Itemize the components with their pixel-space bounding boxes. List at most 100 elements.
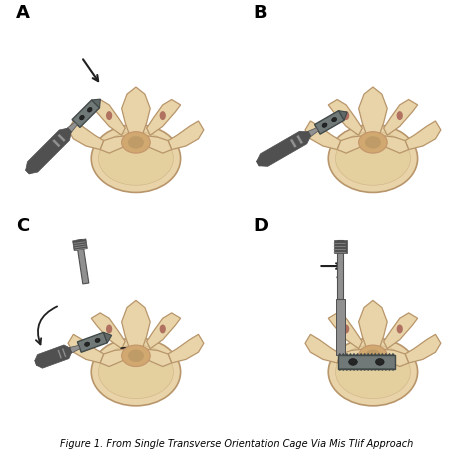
Polygon shape <box>363 369 366 371</box>
Polygon shape <box>334 252 346 253</box>
Polygon shape <box>334 243 346 244</box>
Polygon shape <box>334 246 346 247</box>
Polygon shape <box>405 121 441 149</box>
Ellipse shape <box>122 345 150 366</box>
Polygon shape <box>336 299 345 355</box>
Polygon shape <box>378 135 409 153</box>
Ellipse shape <box>160 325 166 333</box>
Ellipse shape <box>160 111 166 120</box>
Polygon shape <box>141 349 172 366</box>
Polygon shape <box>146 313 181 349</box>
Ellipse shape <box>336 345 410 399</box>
Ellipse shape <box>99 132 173 185</box>
Polygon shape <box>256 132 310 166</box>
Polygon shape <box>352 353 356 355</box>
Polygon shape <box>334 249 346 250</box>
Polygon shape <box>305 334 341 363</box>
Polygon shape <box>377 369 381 371</box>
Ellipse shape <box>322 123 327 128</box>
Polygon shape <box>60 131 69 140</box>
Ellipse shape <box>99 345 173 399</box>
Polygon shape <box>77 332 107 352</box>
Polygon shape <box>73 241 86 244</box>
Polygon shape <box>64 347 69 356</box>
Polygon shape <box>345 353 349 355</box>
Polygon shape <box>377 353 381 355</box>
Ellipse shape <box>397 111 403 120</box>
Polygon shape <box>388 369 391 371</box>
Polygon shape <box>337 135 367 153</box>
Polygon shape <box>49 142 58 150</box>
Polygon shape <box>374 369 377 371</box>
Polygon shape <box>338 353 342 355</box>
Polygon shape <box>122 87 150 135</box>
Ellipse shape <box>91 124 181 192</box>
Ellipse shape <box>336 132 410 185</box>
Polygon shape <box>349 369 352 371</box>
Ellipse shape <box>368 324 377 338</box>
Polygon shape <box>141 135 172 153</box>
Polygon shape <box>370 353 374 355</box>
Ellipse shape <box>368 110 377 124</box>
Polygon shape <box>381 353 384 355</box>
Polygon shape <box>356 369 359 371</box>
Polygon shape <box>55 350 60 360</box>
Polygon shape <box>342 353 345 355</box>
Ellipse shape <box>131 110 140 124</box>
Polygon shape <box>337 355 395 369</box>
Ellipse shape <box>359 345 387 366</box>
Ellipse shape <box>349 359 357 365</box>
Ellipse shape <box>84 342 90 346</box>
Polygon shape <box>328 99 362 135</box>
Polygon shape <box>359 353 363 355</box>
Polygon shape <box>74 246 86 248</box>
Ellipse shape <box>87 108 92 112</box>
Polygon shape <box>91 99 100 108</box>
Polygon shape <box>286 140 294 150</box>
Ellipse shape <box>106 325 112 333</box>
Polygon shape <box>338 369 342 371</box>
Polygon shape <box>256 131 310 166</box>
Text: C: C <box>16 217 29 235</box>
Polygon shape <box>337 240 343 299</box>
Polygon shape <box>74 248 87 251</box>
Polygon shape <box>370 369 374 371</box>
Ellipse shape <box>365 136 381 148</box>
Polygon shape <box>26 128 71 174</box>
Polygon shape <box>100 349 130 366</box>
Polygon shape <box>91 313 125 349</box>
Polygon shape <box>328 313 362 349</box>
Ellipse shape <box>375 359 384 365</box>
Polygon shape <box>366 369 370 371</box>
Polygon shape <box>72 100 100 128</box>
Ellipse shape <box>343 111 349 120</box>
Polygon shape <box>146 99 181 135</box>
Polygon shape <box>290 138 297 148</box>
Polygon shape <box>374 353 377 355</box>
Polygon shape <box>315 111 344 134</box>
Polygon shape <box>73 239 87 251</box>
Polygon shape <box>57 350 62 359</box>
Polygon shape <box>363 353 366 355</box>
Polygon shape <box>384 353 388 355</box>
Polygon shape <box>91 99 125 135</box>
Polygon shape <box>76 239 89 284</box>
Polygon shape <box>26 128 71 174</box>
Polygon shape <box>359 87 387 135</box>
Polygon shape <box>59 349 64 358</box>
Text: A: A <box>16 4 30 22</box>
Text: Figure 1. From Single Transverse Orientation Cage Via Mis Tlif Approach: Figure 1. From Single Transverse Orienta… <box>60 439 414 449</box>
Ellipse shape <box>91 338 181 406</box>
Polygon shape <box>35 345 72 368</box>
Polygon shape <box>384 369 388 371</box>
Polygon shape <box>337 349 367 366</box>
Polygon shape <box>293 137 300 146</box>
Polygon shape <box>338 111 347 120</box>
Polygon shape <box>68 121 104 149</box>
Ellipse shape <box>80 115 84 120</box>
Polygon shape <box>168 121 204 149</box>
Polygon shape <box>405 334 441 363</box>
Polygon shape <box>391 369 395 371</box>
Polygon shape <box>70 345 80 353</box>
Ellipse shape <box>95 338 100 342</box>
